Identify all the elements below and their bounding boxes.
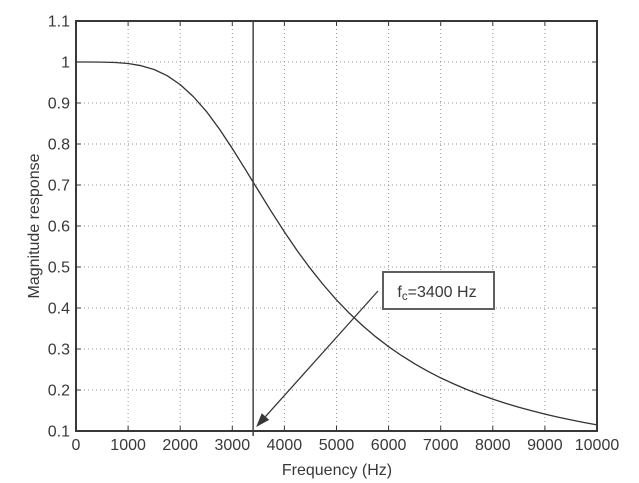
grid-layer <box>76 21 597 431</box>
x-tick-label: 1000 <box>110 437 146 454</box>
frame-layer <box>75 20 598 432</box>
y-tick-label: 0.8 <box>48 137 70 154</box>
x-tick-label: 8000 <box>475 437 511 454</box>
x-axis-label: Frequency (Hz) <box>282 462 392 479</box>
x-tick-label: 4000 <box>267 437 303 454</box>
x-tick-label: 0 <box>72 437 81 454</box>
y-tick-label: 0.2 <box>48 383 70 400</box>
y-tick-label: 0.7 <box>48 178 70 195</box>
x-tick-label: 5000 <box>319 437 355 454</box>
y-tick-label: 1.1 <box>48 14 70 31</box>
x-tick-label: 6000 <box>371 437 407 454</box>
series-layer <box>76 21 598 436</box>
annotation-text-rest: =3400 Hz <box>408 284 477 301</box>
x-tick-label: 3000 <box>215 437 251 454</box>
annotation-graphics <box>256 271 495 427</box>
y-tick-label: 1 <box>61 55 70 72</box>
y-tick-label: 0.6 <box>48 219 70 236</box>
y-tick-label: 0.5 <box>48 260 70 277</box>
x-tick-label: 2000 <box>162 437 198 454</box>
x-tick-label: 10000 <box>575 437 620 454</box>
annotation-box <box>382 271 495 310</box>
tick-labels-layer: 0 1000 2000 3000 4000 5000 6000 7000 8000 9000 100… <box>48 14 620 455</box>
response-curve <box>76 61 598 426</box>
x-tick-label: 9000 <box>527 437 563 454</box>
annotation-text-subscript: c <box>402 291 408 303</box>
y-tick-label: 0.9 <box>48 96 70 113</box>
annotation-arrowhead <box>256 413 270 427</box>
annotation-text: fc=3400 Hz <box>397 284 476 303</box>
y-tick-label: 0.3 <box>48 342 70 359</box>
annotation-arrow-line <box>264 290 379 418</box>
y-tick-label: 0.1 <box>48 424 70 441</box>
y-tick-label: 0.4 <box>48 301 70 318</box>
y-axis-label: Magnitude response <box>26 153 43 298</box>
plot-border <box>75 20 598 432</box>
annotation-text-base: f <box>397 284 402 301</box>
x-tick-label: 7000 <box>423 437 459 454</box>
